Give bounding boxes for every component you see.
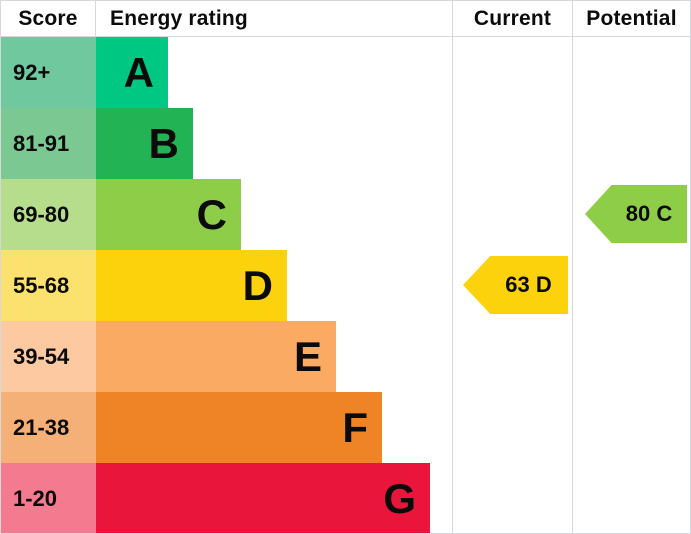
potential-rating-arrow: 80 C [585,185,687,243]
rating-cell-c: C [96,179,452,250]
potential-cell-a [572,37,690,108]
header-energy-rating: Energy rating [110,6,248,30]
header-current: Current [452,1,572,36]
current-cell-b [452,108,572,179]
score-range-b: 81-91 [1,108,96,179]
rating-cell-e: E [96,321,452,392]
score-range-e: 39-54 [1,321,96,392]
current-rating-arrow: 63 D [463,256,568,314]
potential-cell-c: 80 C [572,179,690,250]
current-cell-d: 63 D [452,250,572,321]
rating-cell-f: F [96,392,452,463]
header-row: Score Energy rating Current Potential [1,1,690,37]
header-potential: Potential [572,1,690,36]
score-range-d: 55-68 [1,250,96,321]
band-bar-f: F [96,392,382,463]
score-range-a: 92+ [1,37,96,108]
band-bar-a: A [96,37,168,108]
current-cell-f [452,392,572,463]
potential-cell-f [572,392,690,463]
rating-cell-b: B [96,108,452,179]
band-row-g: 1-20 G [1,463,690,533]
band-bar-d: D [96,250,287,321]
header-score: Score [1,1,96,36]
band-bar-c: C [96,179,241,250]
current-cell-c [452,179,572,250]
band-row-a: 92+ A [1,37,690,108]
current-cell-a [452,37,572,108]
band-bar-b: B [96,108,193,179]
potential-cell-g [572,463,690,533]
band-bar-e: E [96,321,336,392]
band-row-d: 55-68 D 63 D [1,250,690,321]
score-range-c: 69-80 [1,179,96,250]
band-row-f: 21-38 F [1,392,690,463]
band-row-c: 69-80 C 80 C [1,179,690,250]
potential-cell-d [572,250,690,321]
rating-cell-a: A [96,37,452,108]
band-bar-g: G [96,463,430,533]
band-row-b: 81-91 B [1,108,690,179]
band-row-e: 39-54 E [1,321,690,392]
rating-cell-d: D [96,250,452,321]
potential-cell-e [572,321,690,392]
rating-cell-g: G [96,463,452,533]
score-range-g: 1-20 [1,463,96,533]
potential-cell-b [572,108,690,179]
current-cell-e [452,321,572,392]
score-range-f: 21-38 [1,392,96,463]
current-cell-g [452,463,572,533]
